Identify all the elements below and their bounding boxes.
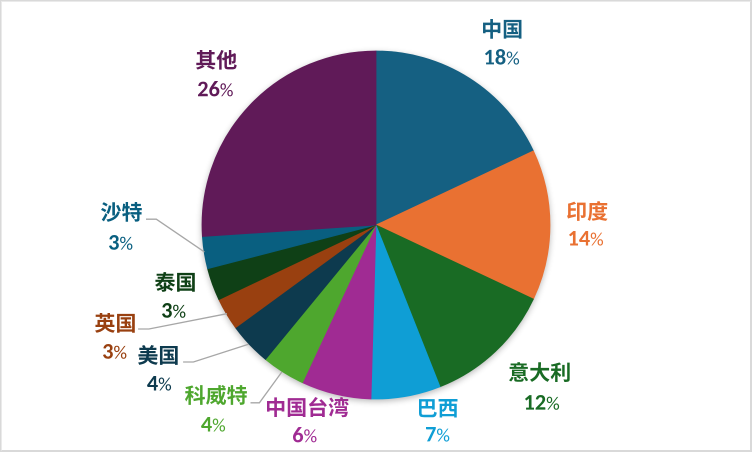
- data-label-value-text: [103, 344, 127, 359]
- data-label-name-text: [94, 312, 135, 333]
- data-label-value-text: [162, 303, 186, 318]
- leader-lines: [138, 218, 283, 404]
- leader-line-英国: [138, 313, 228, 330]
- data-label-name-text: [509, 362, 571, 383]
- leader-line-美国: [183, 343, 249, 363]
- pie-slices: [201, 50, 551, 400]
- data-label-value-text: [109, 235, 133, 250]
- data-label-name-text: [101, 201, 142, 222]
- pie-slice-意大利[interactable]: [375, 224, 534, 388]
- data-label-value-text: [200, 417, 225, 432]
- leader-line-科威特: [250, 371, 283, 404]
- data-label-value-text: [293, 426, 317, 443]
- data-label-value-text: [485, 48, 520, 65]
- data-label-value-text: [425, 427, 450, 442]
- data-label-name-text: [566, 200, 608, 221]
- data-label-name-text: [195, 50, 237, 70]
- data-label-name-text: [154, 271, 195, 292]
- leader-line-沙特: [146, 218, 205, 253]
- pie-slice-印度[interactable]: [375, 150, 551, 300]
- data-label-name-text: [266, 397, 349, 418]
- data-label-name-text: [138, 344, 179, 365]
- data-label-name-text: [418, 398, 458, 418]
- data-label-value-text: [569, 230, 604, 246]
- data-label-value-text: [524, 394, 559, 410]
- pie-slice-中国[interactable]: [375, 50, 534, 226]
- pie-slice-其他[interactable]: [201, 50, 377, 237]
- data-label-name-text: [482, 19, 522, 39]
- data-label-name-text: [184, 385, 247, 406]
- data-label-value-text: [198, 80, 234, 96]
- data-label-value-text: [146, 375, 171, 391]
